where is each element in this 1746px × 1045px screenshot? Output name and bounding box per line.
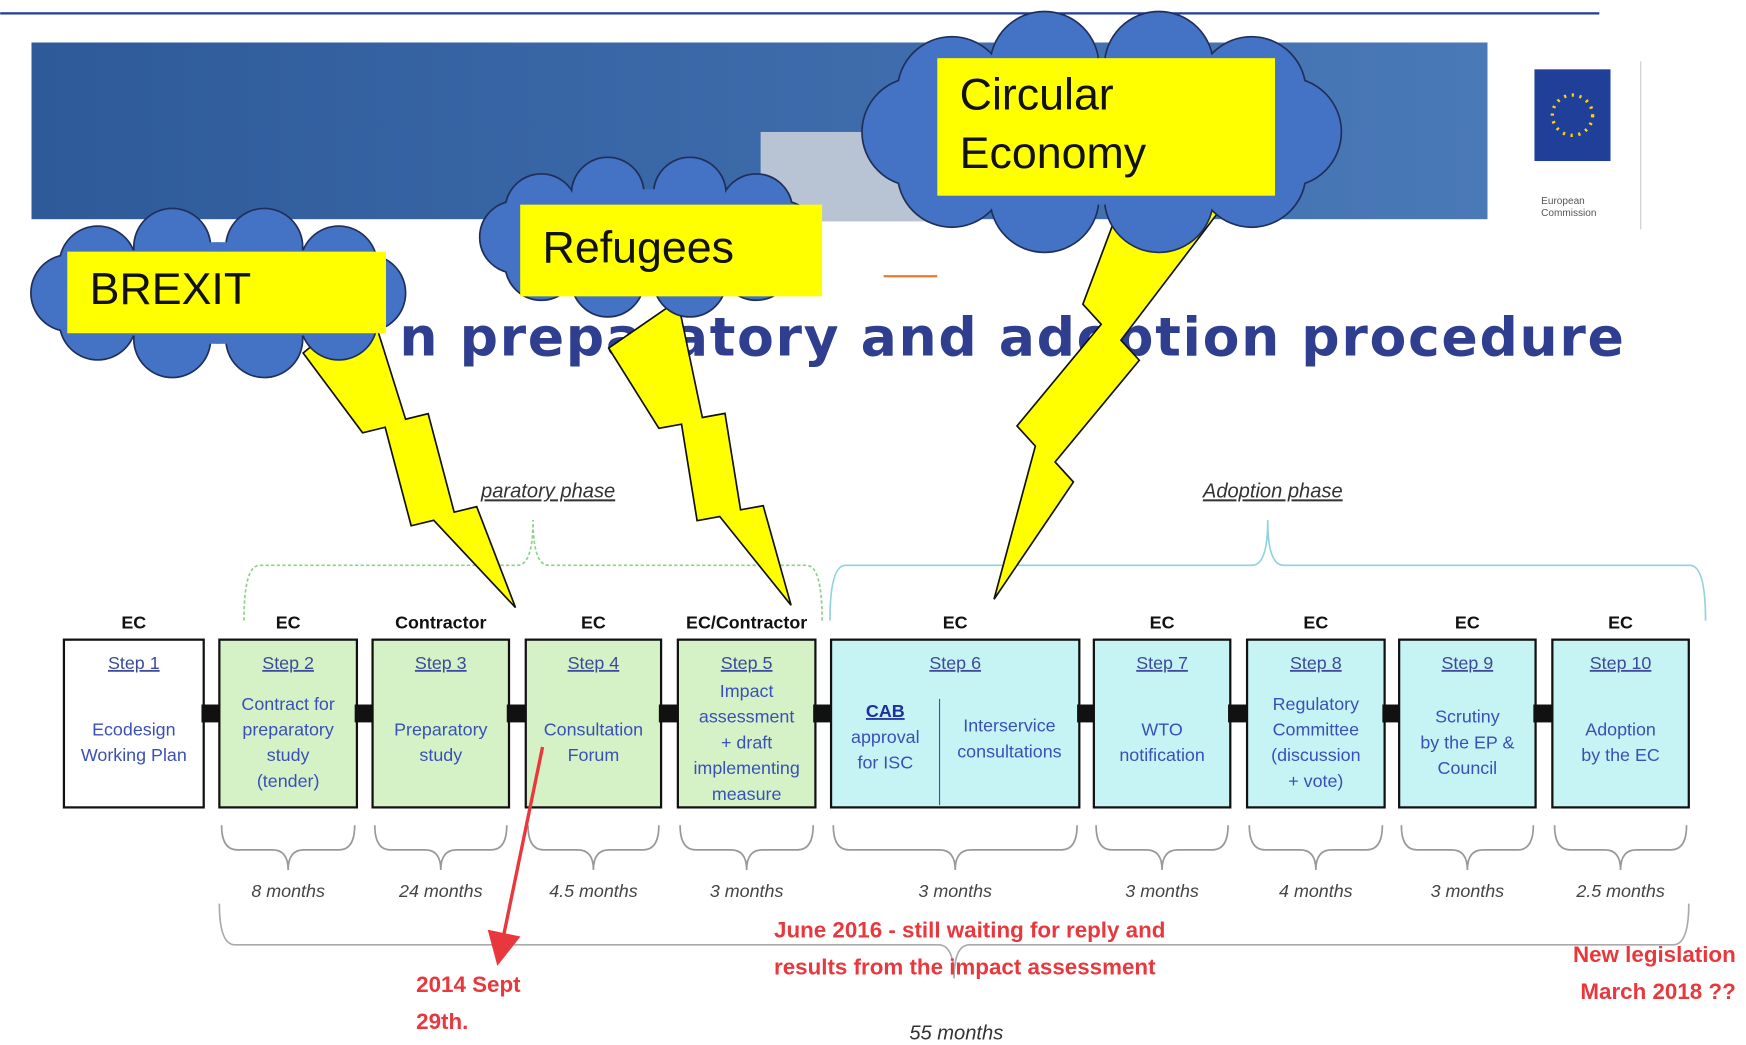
step-text: Ecodesign [92, 720, 175, 740]
step-text: for ISC [857, 753, 913, 773]
brace [1096, 825, 1228, 870]
step-text: assessment [699, 707, 794, 727]
annotation: June 2016 - still waiting for reply and [774, 917, 1165, 942]
brace [1555, 825, 1687, 870]
phase-label: paratory phase [480, 480, 615, 502]
step-label: Step 7 [1136, 653, 1188, 673]
step-text: study [267, 745, 310, 765]
brace [1249, 825, 1382, 870]
actor-label: EC [1608, 613, 1633, 633]
step-text: WTO [1141, 720, 1182, 740]
step-text: Committee [1273, 720, 1359, 740]
duration: 24 months [398, 881, 483, 901]
step-text: study [419, 745, 462, 765]
actor-label: EC [1303, 613, 1328, 633]
step-text: by the EP & [1420, 732, 1514, 752]
diagram: European Commission n preparatory and ad… [0, 0, 1746, 1040]
step-text: + vote) [1288, 771, 1343, 791]
step-text: Forum [568, 745, 620, 765]
step-label: Step 4 [568, 653, 620, 673]
step-text: consultations [957, 741, 1061, 761]
step-text: Council [1438, 758, 1498, 778]
step-text: notification [1119, 745, 1204, 765]
duration: 3 months [1431, 881, 1505, 901]
duration: 4.5 months [549, 881, 637, 901]
logo-text: Commission [1541, 208, 1596, 219]
step-text: preparatory [242, 720, 333, 740]
duration: 3 months [710, 881, 784, 901]
duration: 3 months [918, 881, 992, 901]
total-duration: 55 months [909, 1023, 1003, 1040]
step-text: Working Plan [81, 745, 187, 765]
cloud-label: BREXIT [90, 265, 252, 314]
step-text: Adoption [1585, 720, 1656, 740]
step-text: Consultation [544, 720, 643, 740]
annotation: New legislation [1573, 942, 1736, 967]
cloud-label: Economy [960, 129, 1147, 178]
logo-text: European [1541, 196, 1585, 207]
step-label: Step 3 [415, 653, 467, 673]
actor-label: EC/Contractor [686, 613, 807, 633]
annotation: March 2018 ?? [1580, 979, 1735, 1004]
eu-flag [1534, 69, 1610, 161]
actor-label: EC [581, 613, 606, 633]
cloud-label: Refugees [543, 223, 734, 272]
step-text: Interservice [963, 716, 1055, 736]
brace [830, 520, 1706, 621]
step-label: Step 8 [1290, 653, 1342, 673]
page: {"banner":{"logo_text":["European","Comm… [0, 0, 1746, 1040]
actor-label: EC [121, 613, 146, 633]
brace [528, 825, 659, 870]
annotation: results from the impact assessment [774, 954, 1156, 979]
brace [1401, 825, 1533, 870]
annotation: 29th. [416, 1009, 468, 1034]
actor-label: EC [1150, 613, 1175, 633]
brace [680, 825, 813, 870]
duration: 3 months [1125, 881, 1199, 901]
cloud-label: Circular [960, 71, 1114, 120]
step-text: by the EC [1581, 745, 1660, 765]
step-text: Scrutiny [1435, 707, 1500, 727]
duration: 2.5 months [1575, 881, 1664, 901]
duration: 8 months [251, 881, 325, 901]
step-text: Contract for [241, 694, 334, 714]
actor-label: EC [1455, 613, 1480, 633]
actor-label: EC [276, 613, 301, 633]
step-text: (discussion [1271, 745, 1360, 765]
step-text: Preparatory [394, 720, 487, 740]
phase-label: Adoption phase [1202, 480, 1343, 502]
actor-label: Contractor [395, 613, 486, 633]
page-title: n preparatory and adoption procedure [399, 306, 1624, 369]
step-text: + draft [721, 732, 772, 752]
step-label: Step 1 [108, 653, 160, 673]
step-label: Step 2 [262, 653, 314, 673]
step-label: Step 9 [1442, 653, 1494, 673]
duration: 4 months [1279, 881, 1353, 901]
actor-label: EC [943, 613, 968, 633]
step-label: Step 6 [929, 653, 981, 673]
step-label: Step 10 [1590, 653, 1652, 673]
step-text: CAB [866, 701, 905, 721]
step-text: approval [851, 727, 920, 747]
step-text: (tender) [257, 771, 320, 791]
annotation: 2014 Sept [416, 972, 521, 997]
step-text: implementing [693, 758, 799, 778]
step-text: Regulatory [1273, 694, 1360, 714]
brace [833, 825, 1077, 870]
brace [375, 825, 507, 870]
step-text: measure [712, 784, 782, 804]
step-text: Impact [720, 681, 774, 701]
brace [222, 825, 355, 870]
step-label: Step 5 [721, 653, 773, 673]
